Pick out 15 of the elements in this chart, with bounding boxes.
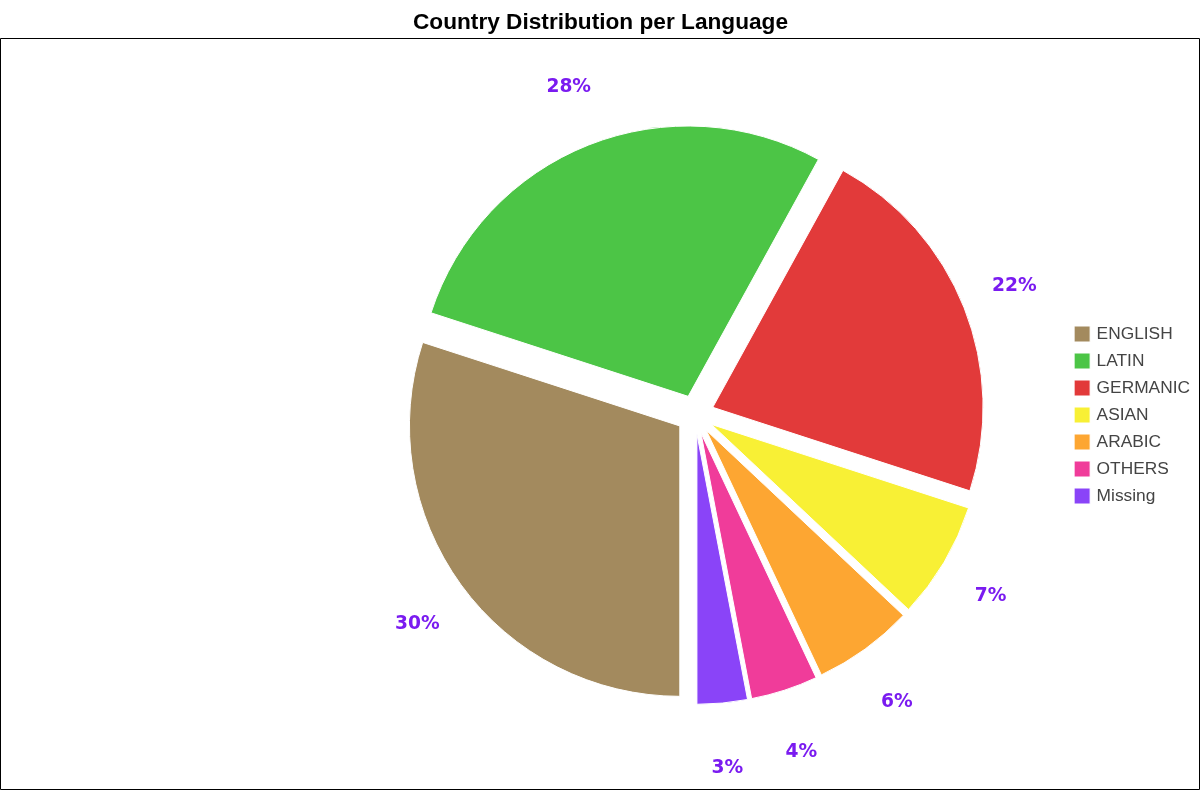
legend-label: Missing (1096, 484, 1156, 506)
legend-label: ENGLISH (1096, 322, 1173, 344)
legend-label: GERMANIC (1096, 376, 1190, 398)
chart-title: Country Distribution per Language (412, 7, 789, 34)
data-label: 30% (395, 611, 440, 633)
data-label: 7% (974, 584, 1007, 606)
data-label: 6% (881, 690, 914, 712)
data-label: 4% (785, 740, 818, 762)
legend-label: ARABIC (1096, 430, 1162, 452)
legend-label: LATIN (1096, 349, 1145, 371)
data-label: 22% (992, 273, 1038, 295)
data-label: 28% (546, 75, 592, 97)
legend-label: ASIAN (1096, 403, 1149, 425)
legend-label: OTHERS (1096, 457, 1169, 479)
data-label: 3% (711, 756, 744, 778)
